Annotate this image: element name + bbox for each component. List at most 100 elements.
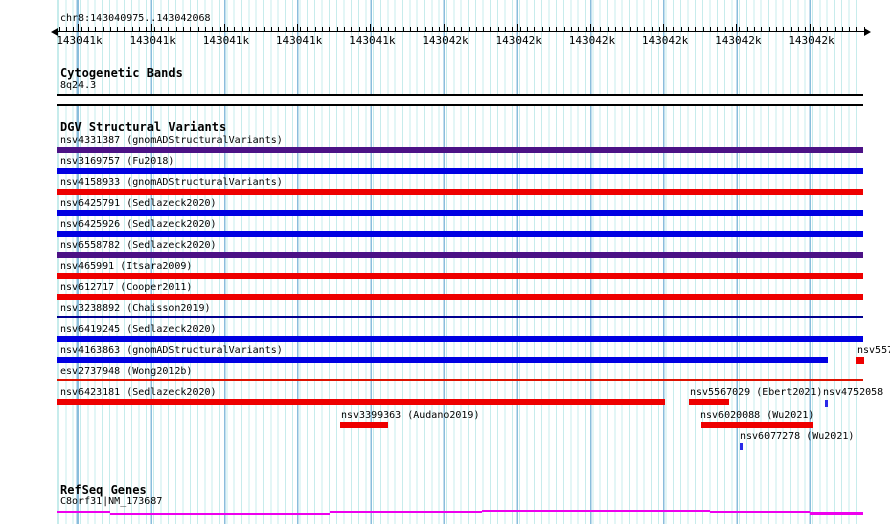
ruler-minor-tick (614, 27, 616, 31)
region-position-label: chr8:143040975..143042068 (60, 13, 211, 24)
gene-line-segment[interactable] (610, 510, 710, 512)
ruler-tick-label: 143041k (202, 34, 250, 47)
variant-bar[interactable] (57, 357, 828, 363)
variant-label[interactable]: nsv6419245 (Sedlazeck2020) (60, 324, 217, 335)
variant-bar[interactable] (57, 147, 863, 153)
ruler-minor-tick (475, 27, 477, 31)
gene-line-segment[interactable] (57, 511, 110, 513)
ruler-minor-tick (117, 27, 119, 31)
ruler-minor-tick (146, 27, 148, 31)
variant-label[interactable]: nsv4158933 (gnomADStructuralVariants) (60, 177, 283, 188)
gene-line-segment[interactable] (810, 512, 863, 515)
variant-bar[interactable] (340, 422, 388, 428)
ruler-minor-tick (636, 27, 638, 31)
ruler-minor-tick (351, 27, 353, 31)
variant-label[interactable]: nsv4752058 (823, 387, 884, 398)
ruler-tick-label: 143042k (422, 34, 469, 47)
variant-label[interactable]: nsv6423181 (Sedlazeck2020) (60, 387, 217, 398)
ruler-minor-tick (336, 27, 338, 31)
variant-label[interactable]: nsv6425791 (Sedlazeck2020) (60, 198, 217, 209)
ruler-minor-tick (168, 27, 170, 31)
ruler-minor-tick (841, 27, 843, 31)
variant-label[interactable]: nsv6558782 (Sedlazeck2020) (60, 240, 217, 251)
ruler-minor-tick (505, 27, 507, 31)
ruler-minor-tick (754, 27, 755, 31)
ruler-minor-tick (263, 27, 265, 31)
ruler-minor-tick (746, 27, 748, 31)
variant-bar[interactable] (740, 443, 743, 450)
variant-bar[interactable] (57, 168, 863, 174)
gene-line-segment[interactable] (330, 511, 482, 513)
ruler-minor-tick (402, 27, 404, 31)
ruler-tick-label: 143042k (715, 34, 762, 47)
ruler-minor-tick (571, 27, 572, 31)
ruler-minor-tick (102, 27, 104, 31)
ruler-minor-tick (607, 27, 609, 31)
ruler-minor-tick (409, 27, 411, 31)
variant-bar[interactable] (57, 294, 863, 300)
gene-line-segment[interactable] (110, 513, 330, 515)
ruler-baseline (57, 31, 865, 33)
ruler-minor-tick (702, 27, 704, 31)
ruler-minor-tick (563, 27, 565, 31)
gene-line-segment[interactable] (710, 511, 810, 513)
ruler-minor-tick (688, 27, 690, 31)
ruler-tick-label: 143041k (275, 34, 323, 47)
ruler-major-tick (297, 24, 299, 31)
ruler-minor-tick (183, 27, 185, 31)
variant-bar[interactable] (57, 231, 863, 237)
variant-label[interactable]: nsv3169757 (Fu2018) (60, 156, 175, 167)
variant-bar[interactable] (856, 357, 864, 364)
variant-bar[interactable] (57, 379, 863, 381)
variant-bar[interactable] (825, 400, 828, 407)
variant-label[interactable]: nsv612717 (Cooper2011) (60, 282, 193, 293)
ruler-major-tick (589, 24, 591, 31)
variant-label[interactable]: nsv5572 (857, 345, 890, 356)
variant-bar[interactable] (57, 316, 863, 318)
variant-bar[interactable] (57, 189, 863, 195)
ruler-minor-tick (490, 27, 492, 31)
ruler-tick-label: 143042k (641, 34, 689, 47)
ruler-left-arrow-icon (51, 27, 58, 36)
variant-bar[interactable] (57, 252, 863, 258)
ruler-minor-tick (285, 27, 287, 31)
variant-bar[interactable] (57, 399, 665, 405)
variant-label[interactable]: esv2737948 (Wong2012b) (60, 366, 193, 377)
ruler-minor-tick (431, 27, 433, 31)
ruler-minor-tick (805, 27, 807, 31)
ruler-minor-tick (153, 27, 155, 31)
variant-label[interactable]: nsv6425926 (Sedlazeck2020) (60, 219, 217, 230)
cytogenetic-bands-heading: Cytogenetic Bands (60, 66, 183, 80)
ruler-minor-tick (373, 27, 375, 31)
ruler-minor-tick (453, 27, 455, 31)
ruler-minor-tick (322, 27, 324, 31)
ruler-minor-tick (732, 27, 734, 31)
ruler-minor-tick (314, 27, 316, 31)
variant-bar[interactable] (701, 422, 813, 428)
ruler-minor-tick (95, 27, 97, 31)
variant-label[interactable]: nsv3399363 (Audano2019) (341, 410, 480, 421)
variant-bar[interactable] (57, 336, 863, 342)
ruler-minor-tick (329, 27, 331, 31)
ruler-minor-tick (73, 27, 75, 31)
variant-label[interactable]: nsv3238892 (Chaisson2019) (60, 303, 211, 314)
ruler-minor-tick (534, 27, 536, 31)
ruler-minor-tick (556, 27, 558, 31)
variant-bar[interactable] (57, 210, 863, 216)
ruler-major-tick (150, 24, 152, 31)
ruler-minor-tick (497, 27, 499, 31)
variant-label[interactable]: nsv4163863 (gnomADStructuralVariants) (60, 345, 283, 356)
variant-label[interactable]: nsv6077278 (Wu2021) (740, 431, 855, 442)
ruler-minor-tick (175, 27, 177, 31)
variant-label[interactable]: nsv465991 (Itsara2009) (60, 261, 193, 272)
variant-bar[interactable] (689, 399, 729, 405)
ruler-major-tick (77, 24, 79, 31)
variant-label[interactable]: nsv6020088 (Wu2021) (700, 410, 815, 421)
ruler-minor-tick (827, 27, 829, 31)
gene-line-segment[interactable] (482, 510, 610, 512)
ruler-minor-tick (775, 27, 777, 31)
ruler-minor-tick (226, 27, 228, 31)
variant-label[interactable]: nsv5567029 (Ebert2021) (690, 387, 823, 398)
variant-bar[interactable] (57, 273, 863, 279)
variant-label[interactable]: nsv4331387 (gnomADStructuralVariants) (60, 135, 283, 146)
